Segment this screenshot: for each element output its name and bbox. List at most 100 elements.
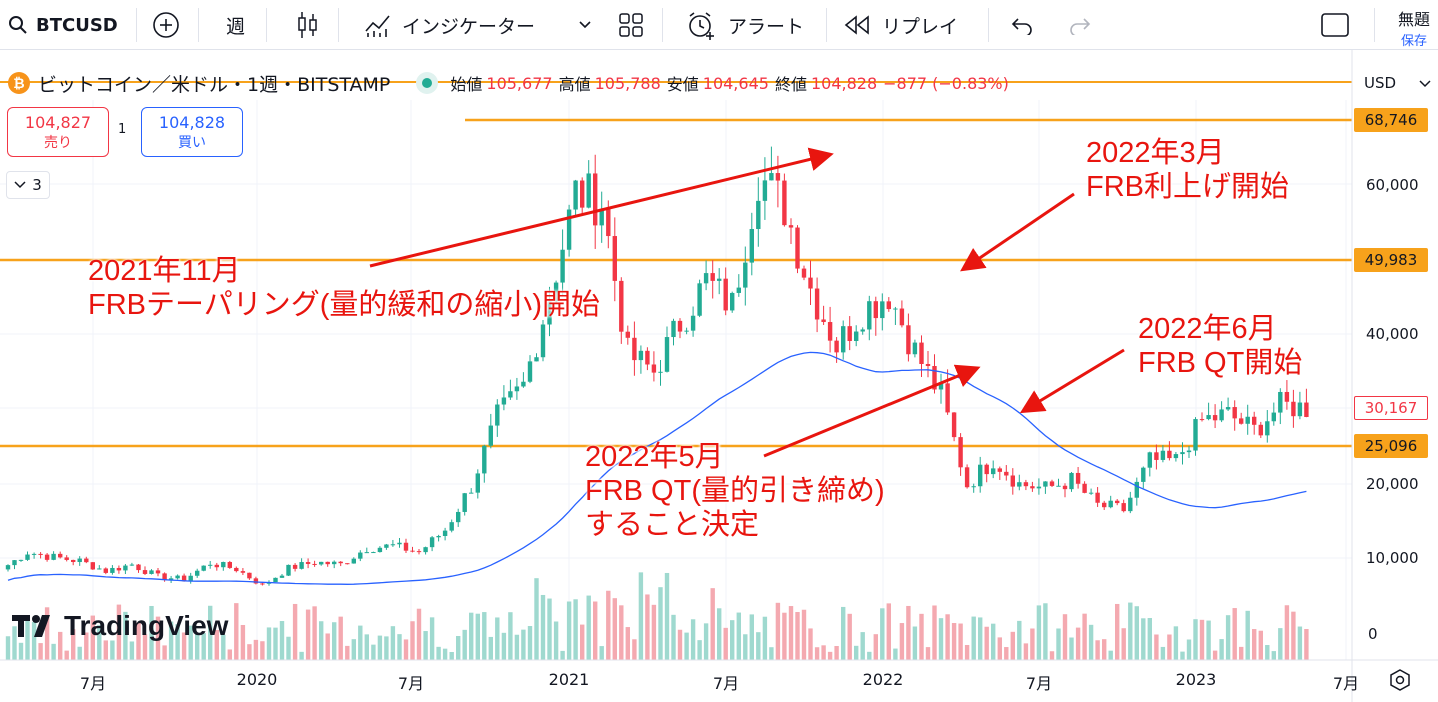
- volume-bar: [788, 606, 794, 660]
- candle-body: [18, 559, 24, 561]
- level-badge-low: 25,096: [1354, 434, 1428, 458]
- redo-button[interactable]: [1068, 0, 1092, 50]
- candle-body: [951, 412, 957, 438]
- volume-bar: [834, 646, 839, 660]
- price-tick: 60,000: [1366, 176, 1419, 194]
- time-tick: 2021: [548, 670, 590, 689]
- candle-body: [168, 578, 174, 580]
- candle-body: [273, 577, 278, 583]
- volume-bar: [469, 612, 474, 660]
- indicators-button[interactable]: インジケーター: [364, 0, 535, 50]
- interval-button[interactable]: 週: [226, 0, 245, 50]
- volume-bar: [1258, 630, 1263, 660]
- volume-bar: [351, 639, 356, 660]
- volume-bar: [1095, 640, 1100, 660]
- candle-body: [821, 319, 826, 323]
- volume-bar: [821, 645, 826, 660]
- candle-body: [775, 173, 781, 181]
- candle-body: [717, 278, 722, 281]
- templates-button[interactable]: [618, 0, 644, 50]
- volume-bar: [723, 627, 728, 660]
- volume-bar: [247, 644, 252, 660]
- chart-settings-button[interactable]: [1388, 668, 1412, 696]
- volume-bar: [338, 616, 343, 660]
- fullscreen-button[interactable]: [1320, 0, 1350, 50]
- volume-bar: [710, 588, 715, 660]
- candle-body: [795, 227, 800, 269]
- candle-body: [769, 173, 774, 181]
- volume-bar: [717, 608, 722, 660]
- volume-bar: [880, 608, 885, 660]
- candle-body: [358, 552, 363, 559]
- candle-body: [469, 492, 474, 494]
- volume-bar: [103, 640, 108, 660]
- candle-body: [97, 568, 102, 570]
- volume-bar: [1049, 651, 1055, 660]
- candle-body: [906, 325, 911, 355]
- volume-bar: [397, 634, 402, 660]
- volume-bar: [162, 645, 167, 660]
- volume-bar: [449, 651, 454, 660]
- buy-button[interactable]: 104,828 買い: [141, 107, 243, 157]
- candle-body: [1199, 419, 1205, 421]
- volume-bar: [142, 634, 148, 660]
- candle-body: [762, 180, 768, 201]
- indicators-dropdown[interactable]: [578, 0, 592, 50]
- candle-body: [893, 308, 898, 310]
- replay-button[interactable]: リプレイ: [844, 0, 958, 50]
- volume-bar: [488, 636, 493, 660]
- compare-button[interactable]: [152, 0, 180, 50]
- candle-body: [690, 315, 696, 331]
- layout-save[interactable]: 無題 保存: [1392, 6, 1436, 49]
- volume-bar: [429, 617, 435, 660]
- volume-bar: [658, 587, 663, 660]
- volume-bar: [1075, 627, 1081, 660]
- search-icon: [9, 16, 27, 34]
- annotation-arrow[interactable]: [369, 147, 834, 268]
- volume-bar: [325, 633, 330, 660]
- candle-body: [534, 357, 539, 362]
- volume-bar: [1278, 628, 1283, 660]
- candle-body: [1186, 450, 1192, 453]
- annotation-taper: 2021年11月 FRBテーパリング(量的緩和の縮小)開始: [88, 254, 600, 322]
- open-label: 始値: [450, 75, 483, 94]
- indicators-collapse-button[interactable]: 3: [6, 171, 50, 199]
- market-status-icon[interactable]: [416, 72, 439, 94]
- time-tick: 7月: [397, 674, 425, 693]
- settings-icon: [1390, 669, 1410, 691]
- candle-body: [860, 329, 865, 332]
- chart-type-button[interactable]: [296, 0, 320, 50]
- alert-button[interactable]: アラート: [686, 0, 804, 50]
- candle-body: [221, 562, 226, 568]
- volume-bar: [1239, 646, 1244, 660]
- candle-body: [1147, 452, 1152, 468]
- square-icon: [1321, 13, 1349, 37]
- volume-bar: [1062, 614, 1068, 660]
- volume-bar: [514, 634, 520, 660]
- sell-button[interactable]: 104,827 売り: [7, 107, 109, 157]
- volume-bar: [814, 647, 820, 660]
- undo-button[interactable]: [1010, 0, 1034, 50]
- candle-body: [1167, 450, 1172, 459]
- volume-bar: [208, 605, 213, 660]
- candle-body: [1193, 419, 1198, 451]
- annotation-arrow[interactable]: [960, 192, 1075, 272]
- annotation-arrow[interactable]: [763, 364, 981, 458]
- volume-bar: [1121, 628, 1126, 660]
- symbol-search[interactable]: BTCUSD: [8, 0, 118, 50]
- candle-body: [181, 575, 187, 582]
- candle-body: [1225, 407, 1231, 410]
- candle-body: [593, 173, 598, 226]
- volume-bar: [703, 623, 709, 660]
- candle-body: [442, 530, 448, 537]
- currency-selector[interactable]: USD: [1364, 74, 1431, 92]
- volume-bar: [893, 648, 898, 660]
- candle-body: [475, 473, 480, 493]
- candle-body: [110, 567, 115, 573]
- annotation-arrow[interactable]: [1019, 348, 1125, 414]
- candle-body: [958, 437, 963, 468]
- time-tick: 7月: [79, 674, 107, 693]
- candle-body: [514, 386, 520, 392]
- volume-bar: [364, 634, 369, 660]
